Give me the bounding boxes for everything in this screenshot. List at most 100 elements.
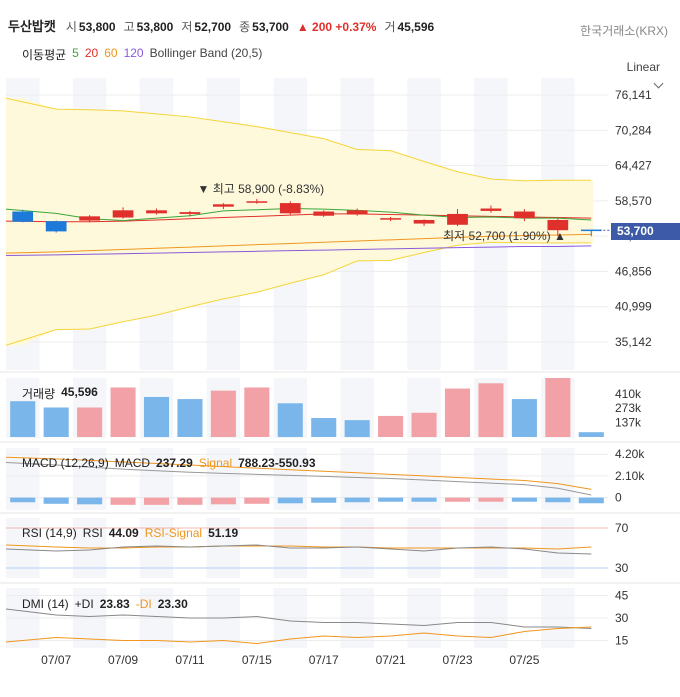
- x-tick-label: 07/25: [509, 653, 539, 667]
- rsi-line: [5, 544, 592, 555]
- macd-tick-label: 2.10k: [615, 469, 645, 483]
- macd-line: [5, 461, 592, 496]
- open-value: 53,800: [78, 20, 116, 34]
- candle-body: [12, 211, 34, 222]
- volume-bar: [277, 403, 303, 437]
- volume-value: 45,596: [397, 20, 435, 34]
- volume-bar: [411, 412, 437, 437]
- price-tick-label: 58,570: [615, 194, 652, 208]
- ma-label[interactable]: 이동평균: [22, 48, 67, 62]
- macd-histogram-bar: [244, 497, 270, 504]
- volume-bar: [244, 387, 270, 437]
- rsi-tick-label: 70: [615, 521, 629, 535]
- price-tick-label: 35,142: [615, 335, 652, 349]
- rsi-tick-label: 30: [615, 561, 629, 575]
- x-tick-label: 07/23: [442, 653, 472, 667]
- ma20-legend: 20: [84, 46, 99, 60]
- macd-histogram-bar: [177, 497, 203, 505]
- macd-histogram-bar: [110, 497, 136, 505]
- macd-histogram-bar: [10, 497, 36, 503]
- x-tick-label: 07/09: [108, 653, 138, 667]
- macd-histogram-bar: [444, 497, 471, 502]
- candle-body: [413, 219, 435, 224]
- low-label: 저: [181, 20, 193, 34]
- macd-histogram-bar: [378, 497, 404, 502]
- price-tick-label: 46,856: [615, 264, 652, 278]
- volume-bar: [110, 387, 136, 437]
- pdi-value: 23.83: [99, 597, 130, 611]
- candle-body: [514, 211, 535, 219]
- low-value: 52,700: [194, 20, 232, 34]
- candle-body: [580, 229, 602, 232]
- volume-tick-label: 137k: [615, 416, 642, 430]
- candle-body: [179, 212, 201, 214]
- macd-signal-value: 788.23-550.93: [238, 456, 316, 470]
- x-tick-label: 07/17: [309, 653, 339, 667]
- volume-label: 거: [384, 20, 396, 34]
- volume-bar: [177, 399, 203, 437]
- candle-body: [547, 219, 569, 231]
- price-tick-label: 64,427: [615, 159, 652, 173]
- ma60-legend: 60: [104, 46, 118, 60]
- mdi-value: 23.30: [157, 597, 188, 611]
- pdi-label: +DI: [74, 597, 94, 611]
- volume-bar: [478, 383, 504, 437]
- rsi-signal-label: RSI-Signal: [144, 526, 203, 540]
- high-annotation: ▼ 최고 58,900 (-8.83%): [197, 182, 324, 196]
- volume-bar: [378, 415, 404, 437]
- stock-name[interactable]: 두산밥캣: [8, 19, 56, 34]
- scale-mode-dropdown[interactable]: Linear: [627, 60, 664, 89]
- candle-body: [346, 210, 368, 215]
- volume-bar: [344, 420, 370, 437]
- dmi-tick-label: 15: [615, 634, 629, 648]
- bollinger-upper-line: [5, 97, 592, 182]
- rsi-title: RSI (14,9): [22, 526, 77, 540]
- volume-bar: [10, 401, 36, 437]
- macd-histogram-bar: [311, 497, 337, 503]
- volume-tick-label: 273k: [615, 401, 642, 415]
- bollinger-band-area: [6, 98, 594, 346]
- volume-panel-label: 거래량 45,596: [22, 385, 98, 402]
- price-tick-label: 76,141: [615, 88, 652, 102]
- macd-histogram-bar: [478, 497, 504, 502]
- dmi-tick-label: 30: [615, 611, 629, 625]
- candle-body: [112, 210, 134, 218]
- high-label: 고: [123, 20, 135, 34]
- macd-histogram-bar: [411, 497, 437, 502]
- volume-bar: [511, 399, 537, 437]
- candle-body: [279, 203, 301, 214]
- macd-title: MACD (12,26,9): [22, 456, 109, 470]
- volume-bar: [444, 388, 471, 437]
- price-tick-label: 40,999: [615, 300, 652, 314]
- mdi-line: [5, 608, 592, 629]
- bollinger-legend[interactable]: Bollinger Band (20,5): [149, 46, 263, 60]
- macd-label: MACD: [114, 456, 151, 470]
- rsi-signal-value: 51.19: [208, 526, 239, 540]
- open-label: 시: [65, 20, 77, 34]
- low-annotation: 최저 52,700 (1.90%) ▲: [443, 229, 566, 243]
- volume-title: 거래량: [22, 387, 56, 401]
- ma20-line: [5, 213, 592, 223]
- macd-value: 237.29: [156, 456, 193, 470]
- macd-histogram-bar: [277, 497, 303, 504]
- volume-bar: [578, 432, 604, 437]
- candle-body: [480, 208, 502, 211]
- volume-bar: [311, 418, 337, 437]
- volume-tick-label: 410k: [615, 387, 642, 401]
- x-tick-label: 07/15: [242, 653, 272, 667]
- dmi-title: DMI (14): [22, 597, 69, 611]
- high-value: 53,800: [136, 20, 174, 34]
- rsi-label: RSI: [82, 526, 103, 540]
- macd-histogram-bar: [77, 497, 103, 505]
- quote-header: 두산밥캣 시 53,800 고 53,800 저 52,700 종 53,700…: [8, 16, 442, 36]
- ma60-line: [5, 233, 592, 254]
- dmi-tick-label: 45: [615, 589, 629, 603]
- rsi-panel-label: RSI (14,9) RSI 44.09 RSI-Signal 51.19: [22, 526, 238, 540]
- candle-body: [45, 221, 67, 232]
- macd-tick-label: 0: [615, 491, 622, 505]
- ma5-line: [5, 208, 592, 222]
- exchange-label: 한국거래소(KRX): [580, 24, 668, 38]
- macd-histogram-bar: [143, 497, 170, 505]
- x-tick-label: 07/11: [175, 653, 204, 667]
